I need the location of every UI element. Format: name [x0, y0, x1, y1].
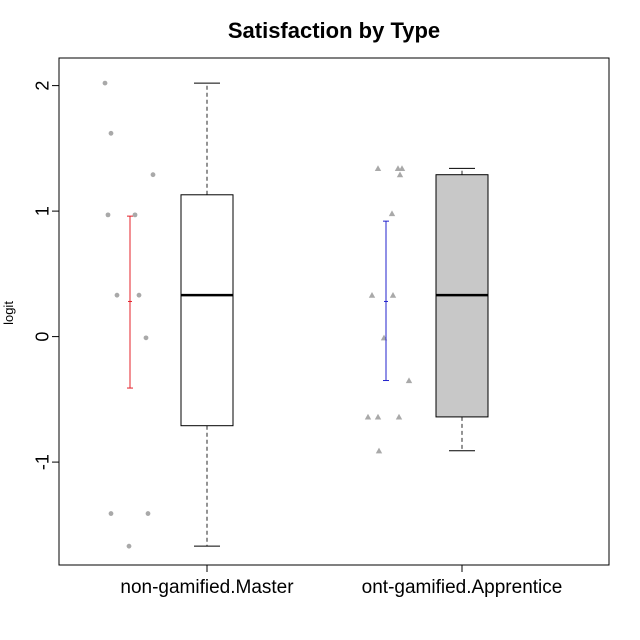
y-tick-label: 0	[32, 332, 52, 342]
box-group	[102, 80, 234, 549]
data-point	[143, 335, 149, 341]
data-point	[396, 171, 404, 178]
data-point	[398, 165, 406, 171]
plot-marks	[102, 80, 489, 549]
y-tick-label: 2	[32, 81, 52, 91]
y-axis-label: logit	[1, 301, 16, 325]
chart-title: Satisfaction by Type	[228, 18, 440, 43]
data-point	[368, 291, 376, 298]
y-tick-label: 1	[32, 206, 52, 216]
box	[180, 194, 234, 427]
data-point	[132, 212, 138, 218]
data-point	[374, 165, 382, 171]
y-axis: -1 0 1 2	[32, 81, 59, 470]
x-axis: non-gamified.Master ont-gamified.Apprenti…	[120, 565, 562, 598]
data-point	[405, 377, 413, 384]
x-tick-label: non-gamified.Master	[120, 577, 294, 598]
data-point	[375, 447, 383, 454]
data-point	[395, 413, 403, 420]
data-point	[145, 511, 151, 516]
data-point	[108, 511, 114, 516]
data-point	[126, 543, 132, 549]
data-point	[150, 172, 156, 178]
box-group	[364, 165, 489, 454]
data-point	[108, 130, 114, 136]
data-point	[102, 80, 108, 86]
data-point	[105, 212, 111, 218]
data-point	[136, 292, 142, 298]
data-point	[364, 413, 372, 420]
y-tick-label: -1	[32, 454, 52, 470]
data-point	[374, 413, 382, 420]
data-point	[114, 292, 120, 298]
data-point	[388, 210, 396, 217]
data-point	[389, 291, 397, 298]
x-tick-label: ont-gamified.Apprentice	[362, 577, 563, 598]
plot-frame	[58, 57, 610, 566]
